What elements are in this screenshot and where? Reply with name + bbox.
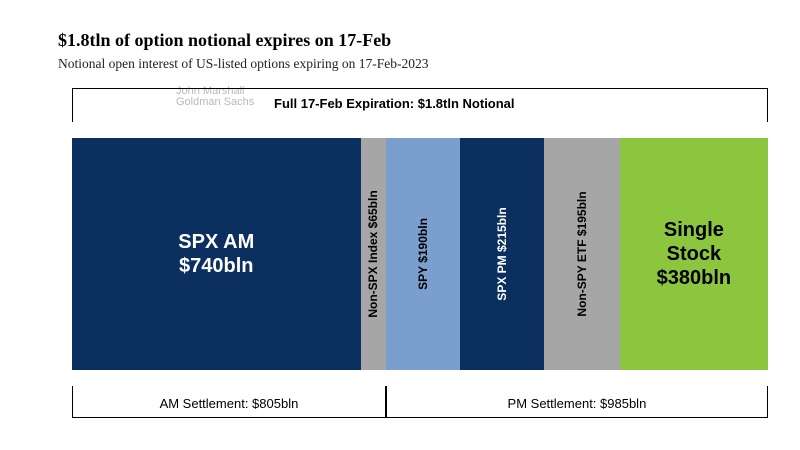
bar-segment-spx-am: SPX AM $740bln (72, 138, 361, 370)
bar-segment-spy: SPY $190bln (385, 138, 460, 370)
segment-label-spx-pm: SPX PM $215bln (495, 207, 509, 300)
settlement-bracket-am (72, 386, 386, 418)
bar-segment-non-spx-index: Non-SPX Index $65bln (360, 138, 386, 370)
segment-label-line: Non-SPX Index $65bln (366, 190, 381, 318)
chart-title: $1.8tln of option notional expires on 17… (58, 30, 392, 50)
watermark: John Marshall Goldman Sachs (176, 86, 254, 108)
segment-label-line: Stock (666, 243, 722, 265)
segment-label-spy: SPY $190bln (416, 218, 430, 290)
settlement-label-am: AM Settlement: $805bln (159, 396, 299, 411)
segment-label-line: SPX AM (178, 231, 255, 253)
segment-label-non-spx-index: Non-SPX Index $65bln (366, 190, 380, 317)
segment-label-line: Single (663, 219, 724, 241)
settlement-label-pm: PM Settlement: $985bln (507, 396, 647, 411)
stacked-bar: SPX AM $740bln Non-SPX Index $65bln SPY $19… (72, 138, 768, 370)
total-bracket (72, 88, 768, 122)
bar-segment-spx-pm: SPX PM $215bln (459, 138, 544, 370)
bar-segment-non-spy-etf: Non-SPY ETF $195bln (543, 138, 620, 370)
total-expiration-label: Full 17-Feb Expiration: $1.8tln Notional (270, 96, 578, 111)
segment-label-line: $740bln (179, 255, 254, 277)
segment-label-non-spy-etf: Non-SPY ETF $195bln (575, 191, 589, 316)
settlement-bracket-pm (385, 386, 768, 418)
bar-segment-single-stock: Single Stock $380bln (619, 138, 768, 370)
watermark-line-firm: Goldman Sachs (176, 96, 255, 108)
segment-label-line: SPY $190bln (415, 218, 430, 290)
segment-label-line: $380bln (656, 267, 732, 289)
segment-label-spx-am: SPX AM $740bln (178, 230, 254, 278)
watermark-line-author: John Marshall (176, 85, 245, 97)
segment-label-single-stock: Single Stock $380bln (657, 218, 731, 290)
segment-label-line: Non-SPY ETF $195bln (574, 191, 589, 317)
segment-label-line: SPX PM $215bln (494, 207, 509, 301)
chart-subtitle: Notional open interest of US-listed opti… (58, 56, 429, 71)
